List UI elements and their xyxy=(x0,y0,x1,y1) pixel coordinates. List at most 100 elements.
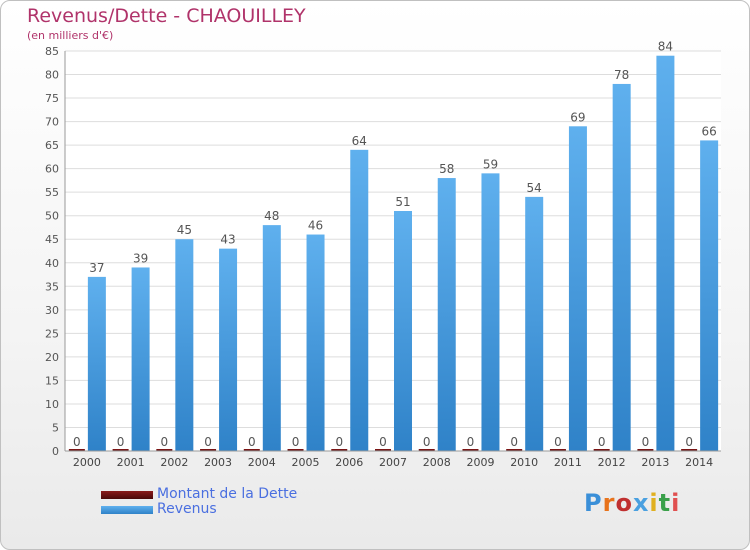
data-label-revenue: 66 xyxy=(701,124,716,138)
x-tick-label: 2004 xyxy=(248,456,276,469)
bar-revenue xyxy=(87,276,106,451)
y-tick-label: 85 xyxy=(45,45,59,58)
data-label-revenue: 37 xyxy=(89,261,104,275)
x-tick-label: 2008 xyxy=(423,456,451,469)
data-label-debt: 0 xyxy=(685,435,693,449)
bar-debt xyxy=(418,449,435,451)
data-label-debt: 0 xyxy=(204,435,212,449)
bar-revenue xyxy=(525,196,544,451)
bar-debt xyxy=(637,449,654,451)
data-label-revenue: 46 xyxy=(308,219,323,233)
bar-debt xyxy=(156,449,173,451)
data-label-revenue: 64 xyxy=(352,134,367,148)
bar-debt xyxy=(243,449,260,451)
x-tick-label: 2009 xyxy=(466,456,494,469)
data-label-revenue: 78 xyxy=(614,68,629,82)
data-label-revenue: 39 xyxy=(133,251,148,265)
chart-title: Revenus/Dette - CHAOUILLEY xyxy=(27,5,306,27)
bar-revenue xyxy=(394,211,412,451)
data-label-revenue: 58 xyxy=(439,162,454,176)
x-tick-label: 2007 xyxy=(379,456,407,469)
y-tick-label: 40 xyxy=(45,257,59,270)
data-label-debt: 0 xyxy=(73,435,81,449)
grid-layer xyxy=(65,50,721,452)
x-tick-label: 2013 xyxy=(641,456,669,469)
bar-revenue xyxy=(306,234,325,451)
data-label-revenue: 59 xyxy=(483,157,498,171)
bar-revenue xyxy=(262,225,281,451)
chart-subtitle: (en milliers d'€) xyxy=(27,29,114,42)
legend-swatch-revenue xyxy=(101,506,153,514)
y-tick-label: 50 xyxy=(45,210,59,223)
bar-debt xyxy=(287,449,304,451)
x-tick-label: 2010 xyxy=(510,456,538,469)
x-tick-label: 2003 xyxy=(204,456,232,469)
x-tick-label: 2014 xyxy=(685,456,713,469)
y-tick-label: 30 xyxy=(45,304,59,317)
label-layer: 0 37 0 39 0 45 0 43 0 48 0 46 0 64 0 51 0 58 0 59 0 54 0 69 0 78 0… xyxy=(73,40,717,449)
bar-revenue xyxy=(131,267,150,451)
x-tick-label: 2005 xyxy=(292,456,320,469)
x-tick-label: 2011 xyxy=(554,456,582,469)
bar-revenue xyxy=(481,173,500,451)
y-tick-label: 0 xyxy=(52,445,59,458)
y-tick-label: 60 xyxy=(45,163,59,176)
data-label-debt: 0 xyxy=(379,435,387,449)
y-tick-label: 80 xyxy=(45,69,59,82)
bar-debt xyxy=(375,449,391,451)
y-tick-label: 65 xyxy=(45,139,59,152)
logo-letter: x xyxy=(632,489,650,517)
data-label-revenue: 84 xyxy=(658,40,673,54)
bar-revenue xyxy=(219,248,238,451)
bar-revenue xyxy=(700,140,719,452)
y-tick-label: 70 xyxy=(45,116,59,129)
data-label-debt: 0 xyxy=(117,435,125,449)
bar-revenue xyxy=(175,239,194,451)
x-tick-label: 2001 xyxy=(117,456,145,469)
data-label-debt: 0 xyxy=(335,435,343,449)
data-label-debt: 0 xyxy=(292,435,300,449)
data-label-revenue: 51 xyxy=(395,195,410,209)
y-tick-label: 20 xyxy=(45,351,59,364)
logo-letter: i xyxy=(649,489,659,517)
bar-revenue xyxy=(612,83,631,452)
data-label-revenue: 45 xyxy=(177,223,192,237)
x-tick-label: 2012 xyxy=(598,456,626,469)
data-label-debt: 0 xyxy=(248,435,256,449)
x-tick-label: 2000 xyxy=(73,456,101,469)
data-label-debt: 0 xyxy=(161,435,169,449)
x-tick-label: 2006 xyxy=(335,456,363,469)
data-label-debt: 0 xyxy=(642,435,650,449)
data-label-debt: 0 xyxy=(510,435,518,449)
y-tick-label: 15 xyxy=(45,374,59,387)
bar-revenue xyxy=(568,126,587,451)
proxiti-logo: Proxiti xyxy=(584,489,680,517)
bar-debt xyxy=(549,449,566,451)
bar-debt xyxy=(681,449,698,451)
bar-debt xyxy=(200,449,217,451)
data-label-debt: 0 xyxy=(598,435,606,449)
bar-debt xyxy=(593,449,610,451)
bar-debt xyxy=(112,449,129,451)
bar-debt xyxy=(462,449,479,451)
plot-area xyxy=(65,51,721,451)
bar-revenue xyxy=(437,178,456,451)
logo-letter: o xyxy=(615,489,633,517)
y-tick-label: 5 xyxy=(52,421,59,434)
legend-swatch-debt xyxy=(101,491,153,499)
data-label-revenue: 54 xyxy=(527,181,542,195)
bar-revenue xyxy=(656,55,675,452)
y-tick-label: 10 xyxy=(45,398,59,411)
y-tick-label: 75 xyxy=(45,92,59,105)
bar-debt xyxy=(68,449,85,451)
data-label-debt: 0 xyxy=(423,435,431,449)
data-label-revenue: 48 xyxy=(264,209,279,223)
logo-letter: P xyxy=(584,489,603,517)
data-label-debt: 0 xyxy=(467,435,475,449)
bar-debt xyxy=(506,449,523,451)
bar-debt xyxy=(331,449,348,451)
legend-label-revenue: Revenus xyxy=(157,501,217,517)
y-tick-label: 35 xyxy=(45,280,59,293)
